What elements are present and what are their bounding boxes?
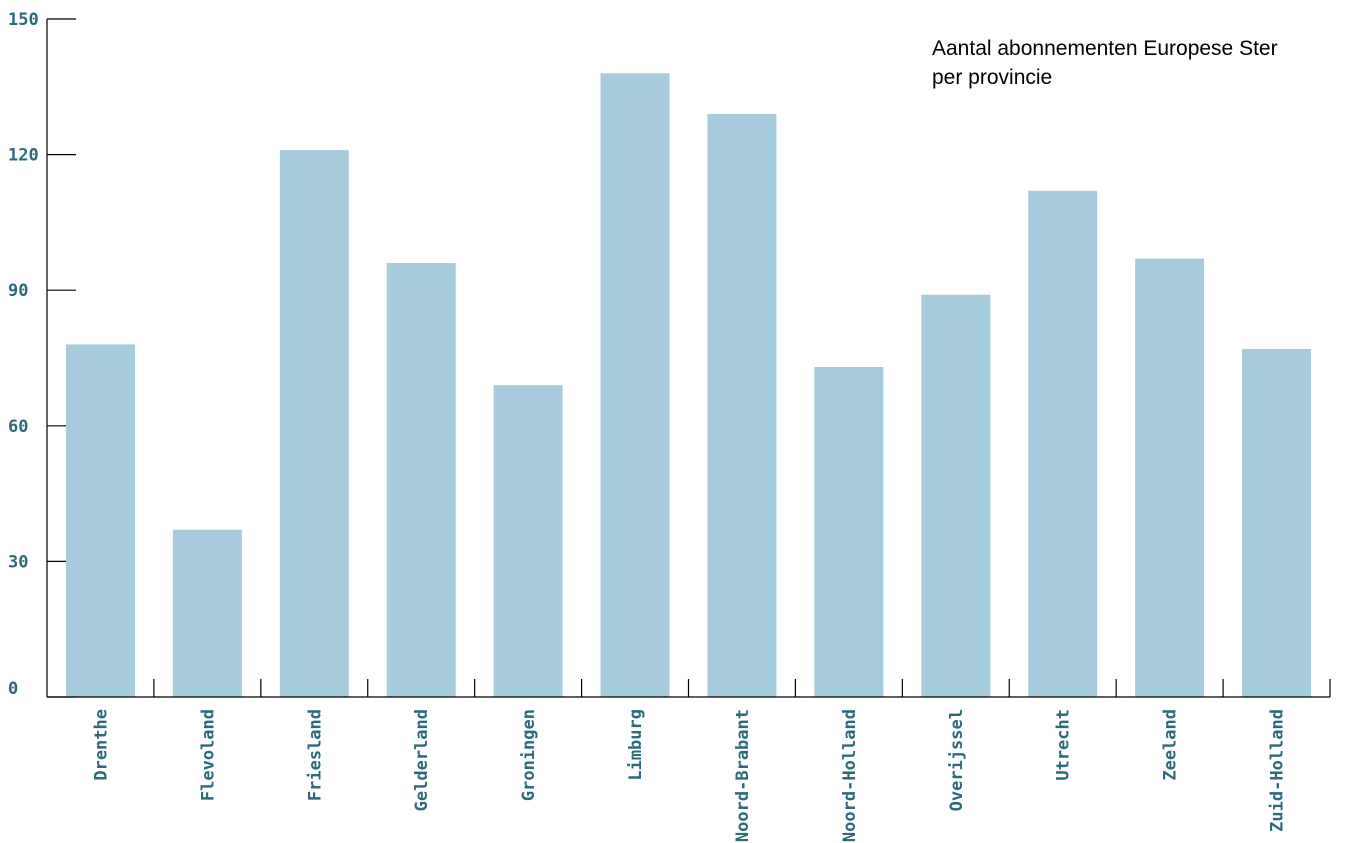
x-tick-label: Friesland xyxy=(305,709,325,801)
chart-title-line-2: per provincie xyxy=(932,66,1053,89)
x-tick-label: Overijssel xyxy=(947,709,967,811)
bar xyxy=(1242,348,1312,697)
y-axis: 0 30 60 90 120 150 xyxy=(8,10,76,699)
x-tick-label: Utrecht xyxy=(1054,709,1074,781)
x-tick-label: Gelderland xyxy=(412,709,432,811)
bars xyxy=(65,73,1312,698)
x-tick-label: Noord-Holland xyxy=(840,709,860,842)
x-axis: Drenthe Flevoland Friesland Gelderland Groni… xyxy=(47,679,1331,842)
x-tick-label: Flevoland xyxy=(198,709,218,801)
y-tick-label: 0 xyxy=(8,679,18,699)
bar xyxy=(1028,190,1098,697)
y-tick-label: 90 xyxy=(8,281,28,301)
y-tick-label: 120 xyxy=(8,146,39,166)
x-tick-label: Groningen xyxy=(519,709,539,801)
bar xyxy=(921,294,991,697)
bar xyxy=(707,113,777,698)
x-tick-label: Noord-Brabant xyxy=(733,709,753,842)
x-tick-label: Zeeland xyxy=(1161,709,1181,781)
bar xyxy=(814,367,884,697)
bar xyxy=(279,150,349,697)
chart-title: Aantal abonnementen Europese Ster per pr… xyxy=(932,34,1278,92)
y-tick-label: 150 xyxy=(8,10,39,30)
bar xyxy=(386,263,456,697)
bar xyxy=(1135,258,1205,697)
x-tick-label: Limburg xyxy=(626,709,646,781)
y-tick-label: 60 xyxy=(8,417,28,437)
bar xyxy=(493,385,563,697)
bar xyxy=(600,73,670,698)
x-tick-label: Zuid-Holland xyxy=(1268,709,1288,832)
bar xyxy=(65,344,135,697)
x-tick-label: Drenthe xyxy=(91,709,111,781)
y-tick-label: 30 xyxy=(8,552,28,572)
bar xyxy=(172,529,242,697)
chart-title-line-1: Aantal abonnementen Europese Ster xyxy=(932,37,1278,60)
